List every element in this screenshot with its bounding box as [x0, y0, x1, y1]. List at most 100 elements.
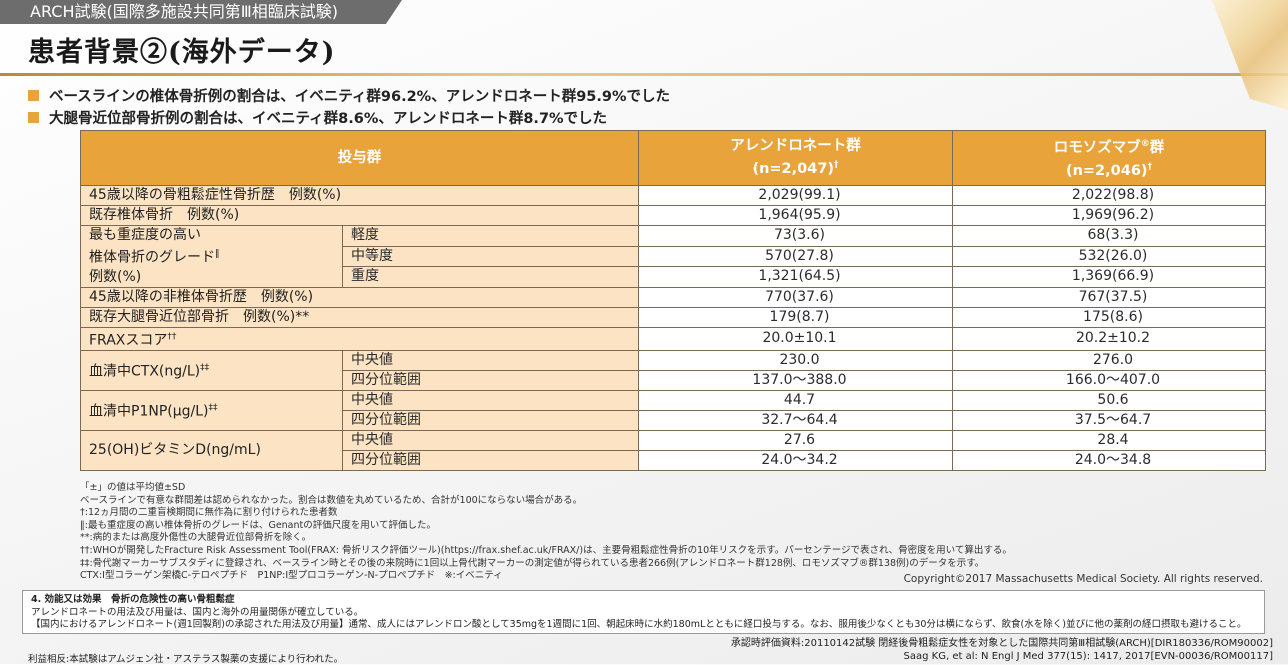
cell-alendronate: 24.0〜34.2 [638, 450, 953, 472]
references: 承認時評価資料:20110142試験 閉経後骨粗鬆症女性を対象とした国際共同第Ⅲ… [731, 637, 1273, 663]
cell-romosozumab: 24.0〜34.8 [952, 450, 1266, 472]
header-alendronate: アレンドロネート群 (n=2,047)† [638, 130, 953, 186]
cell-romosozumab: 532(26.0) [952, 245, 1266, 268]
cell-alendronate: 27.6 [638, 430, 953, 452]
header-romosozumab-mark: † [1147, 162, 1153, 172]
sub-label: 中等度 [342, 245, 639, 268]
notice-title: 4. 効能又は効果 骨折の危険性の高い骨粗鬆症 [31, 594, 235, 605]
table-header-row: 投与群 アレンドロネート群 (n=2,047)† ロモソズマブ®群 (n=2,0… [80, 130, 1266, 186]
row-label-grade: 最も重症度の高い 椎体骨折のグレード‖ 例数(%) [80, 225, 343, 288]
footnote: ‖:最も重症度の高い椎体骨折のグレードは、Genantの評価尺度を用いて評価した… [80, 519, 436, 531]
cell-alendronate: 1,964(95.9) [638, 205, 953, 226]
cell-romosozumab: 1,369(66.9) [952, 266, 1266, 288]
header-alendronate-name: アレンドロネート群 [730, 138, 861, 155]
grade-label-mark: ‖ [215, 249, 220, 259]
reference-line: Saag KG, et al: N Engl J Med 377(15): 14… [903, 651, 1273, 662]
row-label-mark: †† [167, 331, 177, 342]
table-row: 45歳以降の骨粗鬆症性骨折歴 例数(%) 2,029(99.1) 2,022(9… [80, 185, 1266, 206]
row-label-vitd: 25(OH)ビタミンD(ng/mL) [80, 430, 343, 472]
sub-label: 重度 [342, 266, 639, 288]
header-alendronate-mark: † [834, 160, 839, 171]
cell-alendronate: 570(27.8) [638, 245, 953, 268]
key-points: ベースラインの椎体骨折例の割合は、イベニティ群96.2%、アレンドロネート群95… [28, 84, 670, 128]
cell-alendronate: 137.0〜388.0 [638, 370, 953, 392]
cell-romosozumab: 28.4 [952, 430, 1266, 452]
cell-romosozumab: 37.5〜64.7 [952, 410, 1266, 432]
footnote: ††:WHOが開発したFracture Risk Assessment Tool… [80, 544, 1012, 556]
row-label-mark: ‡‡ [200, 363, 210, 374]
cell-romosozumab: 20.2±10.2 [952, 326, 1266, 352]
page-title: 患者背景②(海外データ) [28, 37, 336, 68]
cell-romosozumab: 68(3.3) [952, 225, 1266, 247]
table-row: 最も重症度の高い 椎体骨折のグレード‖ 例数(%) 軽度 73(3.6) 68(… [80, 225, 1266, 288]
square-bullet-icon [28, 89, 39, 101]
study-tab: ARCH試験(国際多施設共同第Ⅲ相臨床試験) [0, 0, 402, 24]
key-point: 大腿骨近位部骨折例の割合は、イベニティ群8.6%、アレンドロネート群8.7%でし… [28, 106, 670, 128]
table-row: 中等度 570(27.8) 532(26.0) [81, 245, 1266, 268]
cell-romosozumab: 1,969(96.2) [952, 205, 1266, 226]
cell-romosozumab: 767(37.5) [952, 286, 1266, 308]
table-row: 四分位範囲 24.0〜34.2 24.0〜34.8 [81, 450, 1266, 472]
cell-romosozumab: 175(8.6) [952, 306, 1266, 328]
footnote: **:病的または高度外傷性の大腿骨近位部骨折を除く。 [80, 532, 312, 544]
title-rule [0, 73, 1288, 76]
table-row: 重度 1,321(64.5) 1,369(66.9) [81, 266, 1266, 288]
footnote: CTX:I型コラーゲン架橋C-テロペプチド P1NP:I型プロコラーゲン-N-プ… [80, 570, 503, 582]
footnotes: 「±」の値は平均値±SD ベースラインで有意な群間差は認められなかった。割合は数… [80, 482, 1012, 583]
cell-alendronate: 2,029(99.1) [638, 185, 953, 206]
table-row: 血清中P1NP(μg/L)‡‡ 中央値 44.7 50.6 [80, 390, 1266, 432]
cell-alendronate: 32.7〜64.4 [638, 410, 953, 432]
row-label: 既存大腿骨近位部骨折 例数(%)** [80, 306, 639, 328]
footnote: ‡‡:骨代謝マーカーサブスタディに登録され、ベースライン時とその後の来院時に1回… [80, 557, 985, 569]
table-row: 25(OH)ビタミンD(ng/mL) 中央値 27.6 28.4 [80, 430, 1266, 472]
table-row: 既存椎体骨折 例数(%) 1,964(95.9) 1,969(96.2) [80, 205, 1266, 226]
key-point-text: 大腿骨近位部骨折例の割合は、イベニティ群8.6%、アレンドロネート群8.7%でし… [49, 110, 608, 127]
cell-alendronate: 20.0±10.1 [638, 326, 953, 352]
cell-alendronate: 179(8.7) [638, 306, 953, 328]
header-alendronate-n: (n=2,047)† [752, 160, 839, 177]
sub-label: 四分位範囲 [342, 370, 639, 392]
conflict-of-interest-note: 利益相反:本試験はアムジェン社・アステラス製薬の支援により行われた。 [28, 654, 344, 665]
sub-label: 中央値 [342, 430, 639, 452]
footnote: 「±」の値は平均値±SD [80, 482, 186, 493]
header-treatment-group: 投与群 [80, 130, 639, 186]
notice-line: アレンドロネートの用法及び用量は、国内と海外の用量関係が確立している。 [31, 606, 364, 618]
cell-alendronate: 44.7 [638, 390, 953, 412]
cell-romosozumab: 2,022(98.8) [952, 185, 1266, 206]
table-row: 既存大腿骨近位部骨折 例数(%)** 179(8.7) 175(8.6) [80, 306, 1266, 328]
footnote: ベースラインで有意な群間差は認められなかった。割合は数値を丸めているため、合計が… [80, 494, 583, 506]
table-row: 四分位範囲 32.7〜64.4 37.5〜64.7 [81, 410, 1266, 432]
sub-label: 中央値 [342, 350, 639, 372]
grade-label-line: 椎体骨折のグレード‖ [89, 249, 220, 266]
square-bullet-icon [28, 111, 39, 123]
footnote: †:12ヵ月間の二重盲検期間に無作為に割り付けられた患者数 [80, 507, 338, 519]
sub-label: 四分位範囲 [342, 410, 639, 432]
row-label-p1np: 血清中P1NP(μg/L)‡‡ [80, 390, 343, 432]
sub-label: 中央値 [342, 390, 639, 412]
row-label-mark: ‡‡ [208, 403, 218, 414]
cell-alendronate: 73(3.6) [638, 225, 953, 247]
row-label: FRAXスコア†† [80, 326, 639, 352]
row-label: 45歳以降の骨粗鬆症性骨折歴 例数(%) [80, 185, 639, 206]
row-label-ctx: 血清中CTX(ng/L)‡‡ [80, 350, 343, 392]
table-row: 血清中CTX(ng/L)‡‡ 中央値 230.0 276.0 [80, 350, 1266, 392]
cell-alendronate: 230.0 [638, 350, 953, 372]
grade-label-line: 例数(%) [89, 268, 142, 285]
gold-ribbon-decoration [1212, 0, 1288, 110]
key-point-text: ベースラインの椎体骨折例の割合は、イベニティ群96.2%、アレンドロネート群95… [49, 88, 671, 105]
cell-alendronate: 1,321(64.5) [638, 266, 953, 288]
header-romosozumab-name: ロモソズマブ®群 [1053, 139, 1165, 156]
grade-label-line: 最も重症度の高い [89, 227, 201, 243]
sub-label: 軽度 [342, 225, 639, 247]
cell-alendronate: 770(37.6) [638, 286, 953, 308]
patient-background-table: 投与群 アレンドロネート群 (n=2,047)† ロモソズマブ®群 (n=2,0… [80, 130, 1266, 472]
header-romosozumab-reg: ® [1140, 139, 1150, 150]
header-romosozumab: ロモソズマブ®群 (n=2,046)† [952, 130, 1266, 186]
notice-line: 【国内におけるアレンドロネート(週1回製剤)の承認された用法及び用量】通常、成人… [31, 619, 1247, 630]
indication-notice-box: 4. 効能又は効果 骨折の危険性の高い骨粗鬆症 アレンドロネートの用法及び用量は… [22, 590, 1265, 634]
key-point: ベースラインの椎体骨折例の割合は、イベニティ群96.2%、アレンドロネート群95… [28, 84, 670, 106]
row-label: 45歳以降の非椎体骨折歴 例数(%) [80, 286, 639, 308]
header-romosozumab-n: (n=2,046)† [1065, 162, 1153, 179]
copyright: Copyright©2017 Massachusetts Medical Soc… [903, 573, 1263, 585]
row-label: 既存椎体骨折 例数(%) [80, 205, 639, 226]
